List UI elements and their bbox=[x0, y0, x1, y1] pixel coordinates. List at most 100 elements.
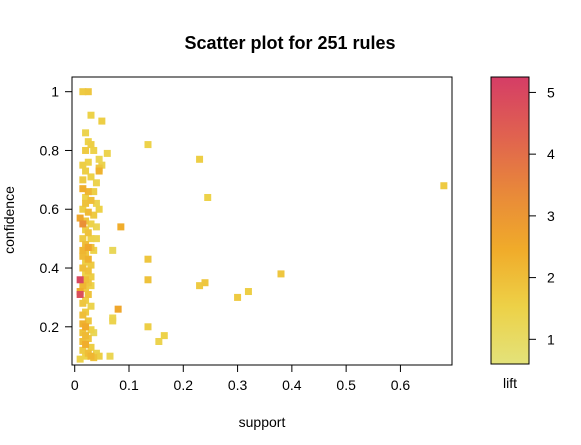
data-point bbox=[92, 235, 100, 243]
plot-frame bbox=[71, 76, 453, 366]
data-point bbox=[95, 167, 103, 175]
data-point bbox=[84, 243, 92, 251]
data-point bbox=[155, 337, 163, 345]
y-tick-label: 0.2 bbox=[40, 319, 60, 335]
x-tick-label: 0.3 bbox=[228, 377, 248, 393]
x-tick-label: 0.2 bbox=[174, 377, 194, 393]
data-point bbox=[87, 111, 95, 119]
color-legend-label: lift bbox=[503, 375, 517, 391]
x-axis: 0 0.1 0.2 0.3 0.4 0.5 0.6 bbox=[71, 364, 411, 393]
data-point bbox=[79, 264, 87, 272]
data-point bbox=[244, 288, 252, 296]
data-point bbox=[79, 220, 87, 228]
data-point bbox=[87, 273, 95, 281]
data-point bbox=[440, 182, 448, 190]
data-point bbox=[196, 282, 204, 290]
y-tick-label: 0.6 bbox=[40, 201, 60, 217]
data-point bbox=[114, 305, 122, 313]
y-tick-label: 0.4 bbox=[40, 260, 60, 276]
x-tick-label: 0.4 bbox=[282, 377, 302, 393]
data-point bbox=[79, 88, 87, 96]
data-point bbox=[79, 252, 87, 260]
legend-tick-label: 1 bbox=[547, 331, 555, 347]
data-point bbox=[87, 326, 95, 334]
y-axis: 0.2 0.4 0.6 0.8 1 bbox=[40, 84, 73, 335]
data-point bbox=[277, 270, 285, 278]
data-point bbox=[87, 352, 95, 360]
data-point bbox=[117, 223, 125, 231]
data-point bbox=[144, 141, 152, 149]
data-point bbox=[106, 352, 114, 360]
data-point bbox=[90, 188, 98, 196]
data-point bbox=[201, 279, 209, 287]
data-point bbox=[82, 167, 90, 175]
legend-tick-label: 3 bbox=[547, 208, 555, 224]
color-legend-axis: 1 2 3 4 5 bbox=[528, 84, 555, 347]
data-point bbox=[82, 323, 90, 331]
data-point bbox=[87, 196, 95, 204]
x-tick-label: 0 bbox=[71, 377, 79, 393]
data-point bbox=[196, 155, 204, 163]
data-point bbox=[79, 311, 87, 319]
data-point bbox=[109, 246, 117, 254]
data-point bbox=[79, 205, 87, 213]
data-point bbox=[87, 261, 95, 269]
data-point bbox=[79, 235, 87, 243]
legend-tick-label: 4 bbox=[547, 146, 555, 162]
data-point bbox=[76, 355, 84, 363]
data-point bbox=[144, 255, 152, 263]
legend-tick-label: 5 bbox=[547, 84, 555, 100]
data-point bbox=[87, 173, 95, 181]
y-tick-label: 1 bbox=[51, 84, 59, 100]
data-point bbox=[95, 352, 103, 360]
data-point bbox=[84, 317, 92, 325]
points-layer bbox=[76, 88, 448, 363]
data-point bbox=[92, 179, 100, 187]
data-point bbox=[84, 229, 92, 237]
data-point bbox=[79, 161, 87, 169]
data-point bbox=[84, 267, 92, 275]
data-point bbox=[87, 343, 95, 351]
data-point bbox=[82, 199, 90, 207]
color-legend-bar bbox=[490, 76, 530, 365]
data-point bbox=[84, 290, 92, 298]
data-point bbox=[95, 205, 103, 213]
legend-tick-label: 2 bbox=[547, 270, 555, 286]
data-point bbox=[84, 188, 92, 196]
data-point bbox=[204, 193, 212, 201]
data-point bbox=[79, 282, 87, 290]
data-point bbox=[84, 208, 92, 216]
data-point bbox=[160, 332, 168, 340]
data-point bbox=[87, 235, 95, 243]
data-point bbox=[92, 223, 100, 231]
data-point bbox=[87, 220, 95, 228]
data-point bbox=[79, 346, 87, 354]
data-point bbox=[82, 340, 90, 348]
data-point bbox=[82, 276, 90, 284]
data-point bbox=[84, 158, 92, 166]
x-axis-label: support bbox=[239, 414, 286, 430]
data-point bbox=[103, 149, 111, 157]
x-tick-label: 0.6 bbox=[391, 377, 411, 393]
data-point bbox=[82, 332, 90, 340]
data-point bbox=[82, 193, 90, 201]
data-point bbox=[84, 255, 92, 263]
data-point bbox=[98, 117, 106, 125]
data-point bbox=[87, 302, 95, 310]
y-axis-label: confidence bbox=[1, 186, 17, 254]
x-tick-label: 0.1 bbox=[119, 377, 139, 393]
data-point bbox=[76, 290, 84, 298]
data-point bbox=[87, 141, 95, 149]
data-point bbox=[79, 185, 87, 193]
chart-title: Scatter plot for 251 rules bbox=[184, 33, 395, 53]
data-point bbox=[234, 293, 242, 301]
data-point bbox=[79, 176, 87, 184]
y-tick-label: 0.8 bbox=[40, 142, 60, 158]
data-point bbox=[82, 129, 90, 137]
data-point bbox=[92, 199, 100, 207]
data-point bbox=[109, 317, 117, 325]
data-point bbox=[82, 146, 90, 154]
data-point bbox=[84, 88, 92, 96]
